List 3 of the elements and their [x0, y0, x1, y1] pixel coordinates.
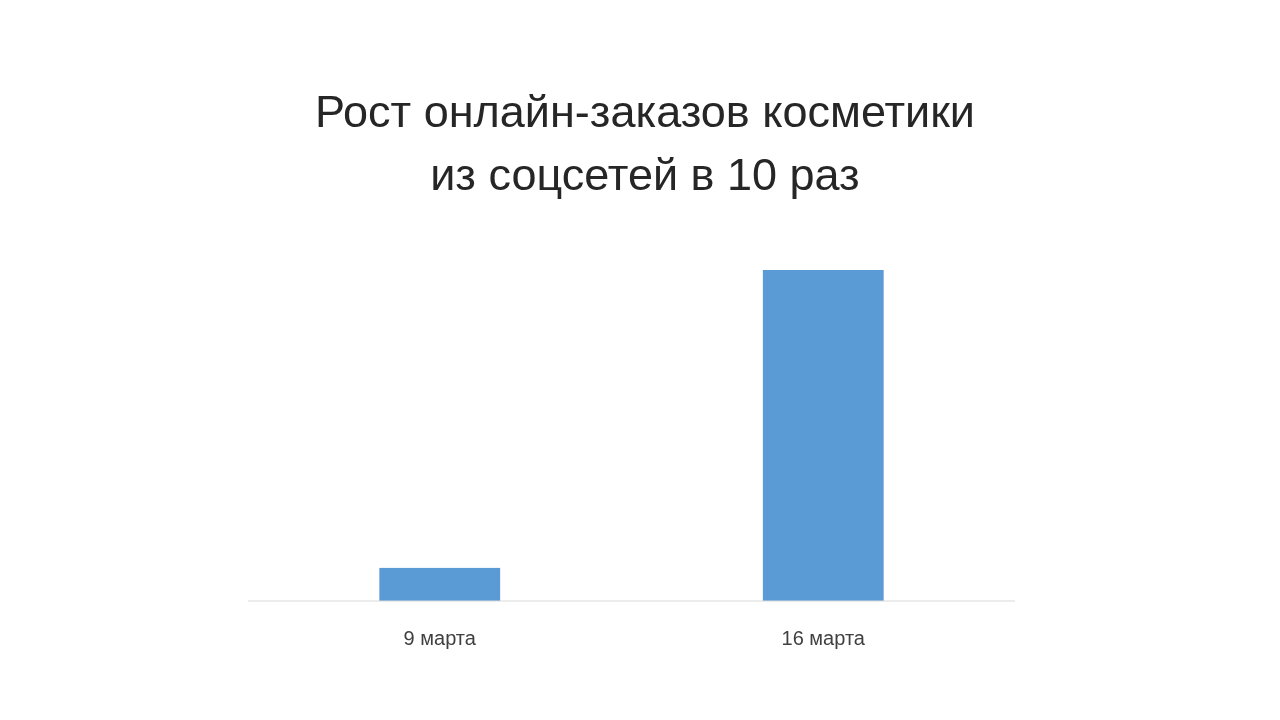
x-tick-label: 16 марта: [781, 627, 866, 649]
x-tick-label: 9 марта: [403, 627, 477, 649]
chart-title: Рост онлайн-заказов косметики из соцсетей в 10 раз: [315, 86, 975, 200]
